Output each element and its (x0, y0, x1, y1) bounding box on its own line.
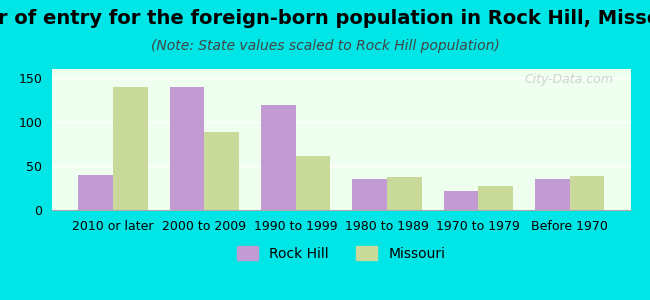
Bar (478, 186, 513, 210)
Bar (443, 190, 478, 210)
Bar (261, 105, 296, 210)
Text: Year of entry for the foreign-born population in Rock Hill, Missouri: Year of entry for the foreign-born popul… (0, 9, 650, 28)
Text: City-Data.com: City-Data.com (525, 73, 613, 86)
Bar (296, 156, 330, 210)
Bar (78, 175, 113, 210)
Text: (Note: State values scaled to Rock Hill population): (Note: State values scaled to Rock Hill … (151, 39, 499, 53)
Bar (387, 176, 422, 210)
Legend: Rock Hill, Missouri: Rock Hill, Missouri (231, 241, 451, 266)
Bar (204, 132, 239, 210)
Bar (170, 87, 204, 210)
Bar (569, 176, 604, 210)
Bar (113, 87, 148, 210)
Bar (352, 179, 387, 210)
Bar (535, 179, 569, 210)
